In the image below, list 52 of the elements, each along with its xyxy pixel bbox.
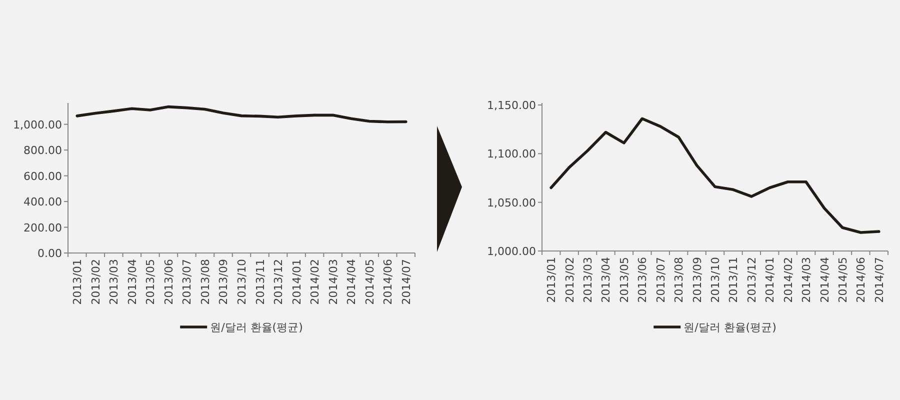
x-tick-label: 2013/04 [126, 259, 139, 305]
x-tick-label: 2014/02 [308, 259, 322, 305]
x-tick-label: 2014/07 [400, 259, 413, 305]
x-tick-label: 2014/04 [818, 257, 832, 303]
x-tick-label: 2014/01 [290, 259, 304, 305]
y-tick-label: 600.00 [24, 170, 62, 183]
x-tick-label: 2013/06 [162, 259, 176, 305]
x-tick-label: 2013/07 [180, 259, 194, 305]
x-tick-label: 2014/06 [382, 259, 395, 305]
x-tick-label: 2013/07 [654, 257, 668, 303]
x-tick-label: 2013/08 [672, 257, 686, 303]
line-series [76, 105, 408, 124]
x-tick-label: 2014/03 [800, 257, 814, 303]
x-tick-label: 2014/02 [782, 257, 795, 303]
x-tick-label: 2013/02 [563, 257, 576, 303]
y-tick-label: 0.00 [38, 247, 62, 260]
x-tick-label: 2013/05 [618, 257, 631, 303]
line-series [550, 117, 880, 234]
x-tick-label: 2013/11 [254, 259, 267, 305]
x-tick-label: 2013/05 [144, 259, 158, 305]
x-tick-label: 2013/08 [198, 259, 212, 305]
y-tick-label: 200.00 [24, 221, 62, 234]
x-tick-label: 2013/11 [727, 257, 740, 303]
x-tick-label: 2014/04 [345, 259, 358, 305]
x-tick-label: 2014/05 [836, 257, 850, 303]
y-tick-label: 1,000.00 [13, 118, 62, 132]
x-tick-label: 2014/05 [363, 259, 376, 305]
x-tick-label: 2013/12 [272, 259, 286, 305]
x-tick-label: 2013/03 [108, 259, 121, 305]
x-tick-label: 2013/09 [217, 259, 230, 305]
x-tick-label: 2013/04 [600, 257, 613, 303]
x-tick-label: 2013/10 [236, 259, 248, 305]
x-tick-label: 2013/10 [709, 257, 722, 303]
legend-label: 원/달러 환율(평균) [210, 321, 303, 334]
x-tick-label: 2013/09 [690, 257, 704, 303]
x-tick-label: 2013/01 [545, 257, 558, 303]
legend-label: 원/달러 환율(평균) [684, 321, 776, 334]
y-tick-label: 1,150.00 [487, 99, 536, 112]
x-tick-label: 2013/03 [582, 257, 595, 303]
x-tick-label: 2013/01 [71, 259, 84, 305]
y-tick-label: 400.00 [24, 196, 62, 209]
y-tick-label: 1,100.00 [487, 148, 536, 161]
x-tick-label: 2013/12 [745, 257, 758, 303]
y-tick-label: 800.00 [24, 144, 62, 158]
x-tick-label: 2014/03 [326, 259, 340, 305]
y-tick-label: 1,050.00 [487, 196, 536, 210]
x-tick-label: 2014/01 [764, 257, 777, 303]
x-tick-label: 2014/06 [854, 257, 868, 303]
y-tick-label: 1,000.00 [487, 245, 536, 258]
x-tick-label: 2014/07 [872, 257, 886, 303]
x-tick-label: 2013/06 [636, 257, 650, 303]
x-tick-label: 2013/02 [89, 259, 102, 305]
